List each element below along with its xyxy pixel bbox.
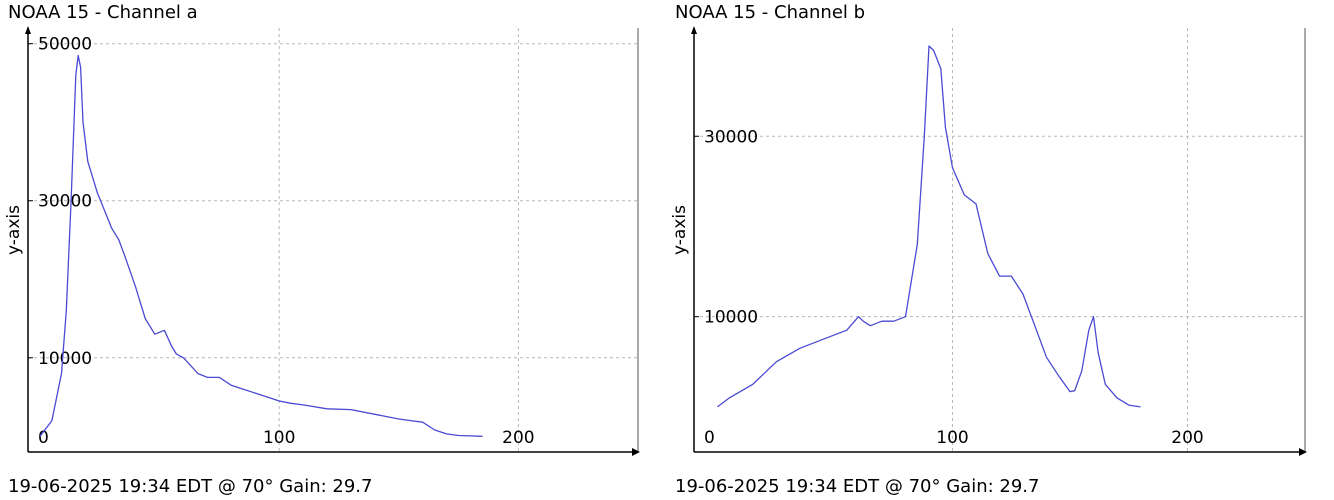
y-axis-label: y-axis	[670, 205, 690, 255]
x-tick-label: 200	[502, 428, 534, 448]
y-axis-arrow	[691, 26, 697, 34]
x-tick-label: 0	[38, 428, 49, 448]
y-tick-label: 10000	[704, 308, 758, 328]
chart-svg-a: 0 100 200 10000 30000 50000 y-axis	[4, 26, 640, 456]
chart-footer-a: 19-06-2025 19:34 EDT @ 70° Gain: 29.7	[8, 476, 373, 497]
y-tick-label: 30000	[38, 192, 92, 212]
chart-svg-b: 0 100 200 10000 30000 y-axis	[670, 26, 1307, 456]
chart-panel-b: 0 100 200 10000 30000 y-axis NOAA 15 - Channe…	[667, 0, 1334, 500]
chart-panel-a: 0 100 200 10000 30000 50000 y-axis NOAA 15 - C…	[4, 2, 640, 497]
x-tick-label: 100	[936, 428, 968, 448]
y-tick-label: 10000	[38, 349, 92, 369]
x-axis-arrow	[1299, 448, 1307, 456]
chart-footer-b: 19-06-2025 19:34 EDT @ 70° Gain: 29.7	[675, 476, 1040, 497]
chart-title-b: NOAA 15 - Channel b	[675, 2, 866, 23]
series-line-b	[717, 45, 1141, 408]
x-tick-label: 100	[263, 428, 295, 448]
y-axis-arrow	[25, 26, 31, 34]
x-axis-arrow	[632, 448, 640, 456]
y-axis-label: y-axis	[4, 205, 24, 255]
chart-title-a: NOAA 15 - Channel a	[8, 2, 198, 23]
y-tick-label: 30000	[704, 127, 758, 147]
series-line-a	[39, 54, 483, 437]
x-tick-label: 0	[704, 428, 715, 448]
y-tick-label: 50000	[38, 35, 92, 55]
x-tick-label: 200	[1171, 428, 1203, 448]
